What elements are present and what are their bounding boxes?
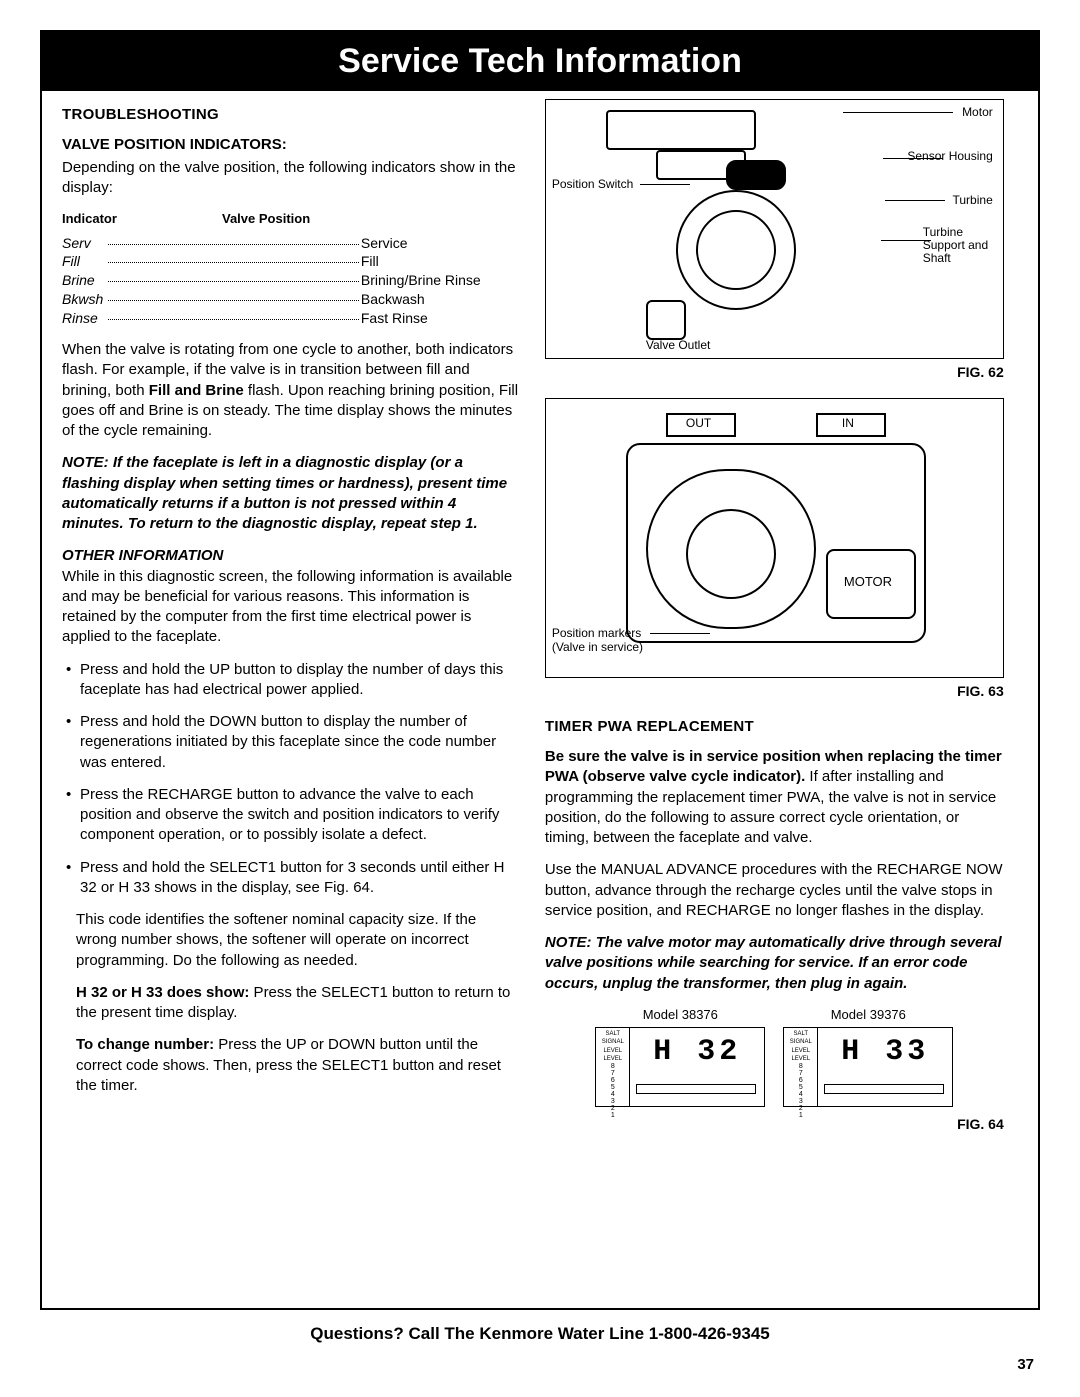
indicator-name: Rinse — [62, 309, 106, 328]
indicator-name: Fill — [62, 252, 106, 271]
other-information-paragraph: While in this diagnostic screen, the fol… — [62, 567, 521, 648]
model-b-label: Model 39376 — [783, 1006, 953, 1024]
lcd-scale-top-a: SALT SIGNAL LEVEL LEVEL — [598, 1030, 627, 1062]
lcd-readout-a: H 32 — [630, 1028, 764, 1106]
figure-63-caption: FIG. 63 — [545, 682, 1004, 701]
label-position-switch: Position Switch — [552, 178, 633, 191]
indicator-name: Serv — [62, 234, 106, 253]
indicator-row: Bkwsh Backwash — [62, 290, 521, 309]
bullet-select1-button: Press and hold the SELECT1 button for 3 … — [66, 858, 521, 899]
valve-position-heading: VALVE POSITION INDICATORS: — [62, 135, 521, 155]
label-valve-outlet: Valve Outlet — [646, 339, 710, 352]
indicator-position: Fast Rinse — [361, 309, 521, 328]
indicator-dots — [108, 309, 359, 320]
label-motor: Motor — [962, 106, 993, 119]
indicator-row: Brine Brining/Brine Rinse — [62, 271, 521, 290]
left-column: TROUBLESHOOTING VALVE POSITION INDICATOR… — [62, 99, 521, 1150]
h32-h33-bold: H 32 or H 33 does show: — [76, 984, 249, 1001]
footer-questions: Questions? Call The Kenmore Water Line 1… — [40, 1324, 1040, 1344]
content-columns: TROUBLESHOOTING VALVE POSITION INDICATOR… — [42, 91, 1038, 1150]
label-position-markers: Position markers — [552, 627, 641, 640]
indicator-dots — [108, 290, 359, 301]
right-column: Motor Sensor Housing Turbine Turbine Sup… — [545, 99, 1004, 1150]
indicator-name: Brine — [62, 271, 106, 290]
indicator-position: Service — [361, 234, 521, 253]
lcd-row: Model 38376 SALT SIGNAL LEVEL LEVEL 8765… — [545, 1006, 1004, 1108]
lcd-unit-b: Model 39376 SALT SIGNAL LEVEL LEVEL 8765… — [783, 1006, 953, 1108]
timer-p1: Be sure the valve is in service position… — [545, 747, 1004, 848]
valve-position-col-header: Valve Position — [222, 210, 310, 228]
bullet-recharge-button: Press the RECHARGE button to advance the… — [66, 785, 521, 846]
indicator-col-header: Indicator — [62, 210, 222, 228]
fill-and-brine-bold: Fill and Brine — [149, 382, 244, 399]
lcd-readout-b: H 33 — [818, 1028, 952, 1106]
lcd-display-b: SALT SIGNAL LEVEL LEVEL 87654321 H 33 — [783, 1027, 953, 1107]
lcd-display-a: SALT SIGNAL LEVEL LEVEL 87654321 H 32 — [595, 1027, 765, 1107]
indicator-position: Fill — [361, 252, 521, 271]
rotating-paragraph: When the valve is rotating from one cycl… — [62, 340, 521, 441]
label-in: IN — [842, 417, 854, 430]
lcd-scale-top-b: SALT SIGNAL LEVEL LEVEL — [786, 1030, 815, 1062]
page-border: Service Tech Information TROUBLESHOOTING… — [40, 30, 1040, 1310]
timer-pwa-heading: TIMER PWA REPLACEMENT — [545, 717, 1004, 737]
model-a-label: Model 38376 — [595, 1006, 765, 1024]
lcd-unit-a: Model 38376 SALT SIGNAL LEVEL LEVEL 8765… — [595, 1006, 765, 1108]
label-motor-63: MOTOR — [844, 575, 892, 589]
lcd-scale-a: SALT SIGNAL LEVEL LEVEL 87654321 — [596, 1028, 630, 1106]
timer-p2: Use the MANUAL ADVANCE procedures with t… — [545, 860, 1004, 921]
page-number: 37 — [1017, 1356, 1034, 1373]
indicator-dots — [108, 271, 359, 282]
bullet-down-button: Press and hold the DOWN button to displa… — [66, 712, 521, 773]
page-title-bar: Service Tech Information — [42, 32, 1038, 91]
indicator-row: Serv Service — [62, 234, 521, 253]
bullet-list: Press and hold the UP button to display … — [66, 660, 521, 899]
indicator-dots — [108, 234, 359, 245]
indicator-dots — [108, 252, 359, 263]
lcd-scale-b: SALT SIGNAL LEVEL LEVEL 87654321 — [784, 1028, 818, 1106]
label-turbine: Turbine — [953, 194, 993, 207]
note-diagnostic-display: NOTE: If the faceplate is left in a diag… — [62, 453, 521, 534]
indicator-position: Backwash — [361, 290, 521, 309]
label-out: OUT — [686, 417, 711, 430]
h32-h33-paragraph: H 32 or H 33 does show: Press the SELECT… — [76, 983, 521, 1024]
figure-63-diagram: OUT IN MOTOR Position markers (Valve in … — [545, 398, 1004, 678]
lcd-bar-a — [636, 1084, 756, 1094]
label-turbine-support: Turbine Support and Shaft — [923, 226, 993, 266]
change-number-bold: To change number: — [76, 1036, 214, 1053]
indicator-row: Rinse Fast Rinse — [62, 309, 521, 328]
timer-note: NOTE: The valve motor may automatically … — [545, 933, 1004, 994]
bullet-up-button: Press and hold the UP button to display … — [66, 660, 521, 701]
label-valve-in-service: (Valve in service) — [552, 641, 643, 654]
change-number-paragraph: To change number: Press the UP or DOWN b… — [76, 1035, 521, 1096]
figure-62-diagram: Motor Sensor Housing Turbine Turbine Sup… — [545, 99, 1004, 359]
code-identifies-paragraph: This code identifies the softener nomina… — [76, 910, 521, 971]
troubleshooting-heading: TROUBLESHOOTING — [62, 105, 521, 125]
indicator-position: Brining/Brine Rinse — [361, 271, 521, 290]
other-information-heading: OTHER INFORMATION — [62, 546, 521, 566]
valve-position-intro: Depending on the valve position, the fol… — [62, 158, 521, 199]
lcd-bar-b — [824, 1084, 944, 1094]
figure-62-caption: FIG. 62 — [545, 363, 1004, 382]
indicator-name: Bkwsh — [62, 290, 106, 309]
indicator-row: Fill Fill — [62, 252, 521, 271]
indicator-table: Indicator Valve Position ServServiceFill… — [62, 210, 521, 328]
label-sensor-housing: Sensor Housing — [907, 150, 992, 163]
